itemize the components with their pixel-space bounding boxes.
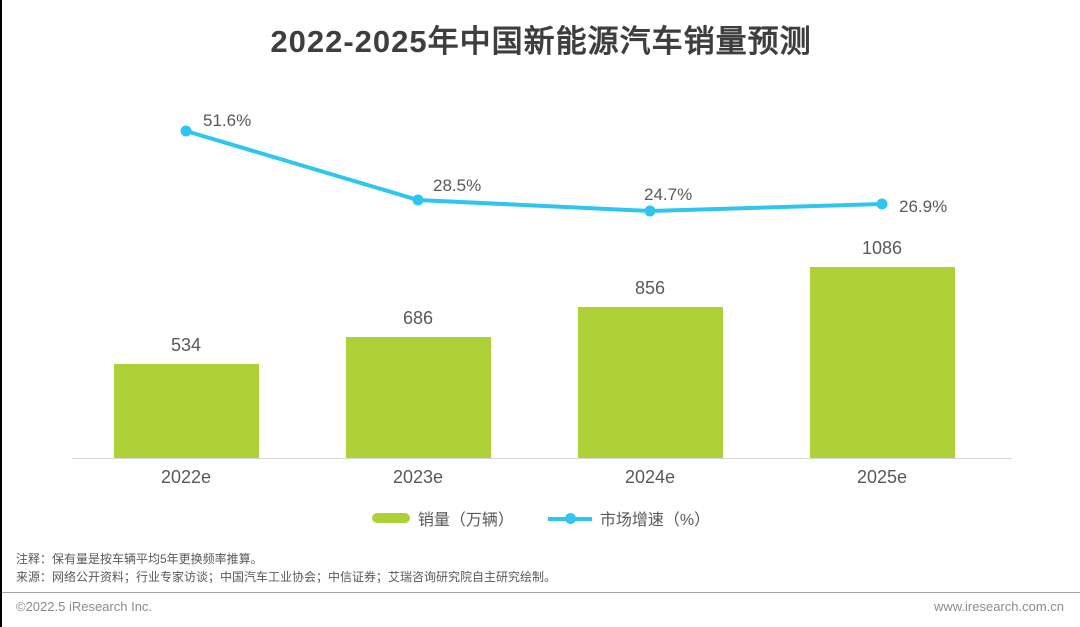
footer-copyright: ©2022.5 iResearch Inc. [16,599,153,614]
sales-value-label-2025e: 1086 [861,238,903,258]
growth-value-label-2023e: 28.5% [433,176,482,195]
x-axis-label-2023e: 2023e [392,467,444,487]
legend-sales-label: 销量（万辆） [417,512,514,529]
growth-line-swatch-icon [547,512,592,524]
footnote-note: 注释：保有量是按车辆平均5年更换频率推算。 [16,552,263,566]
footnote-source: 来源：网络公开资料；行业专家访谈；中国汽车工业协会；中信证券；艾瑞咨询研究院自主… [16,570,557,584]
footer-website: www.iresearch.com.cn [933,599,1064,614]
chart-legend: 销量（万辆） 市场增速（%） [2,506,1080,530]
page-title: 2022-2025年中国新能源汽车销量预测 [270,24,812,59]
legend-growth-label: 市场增速（%） [599,512,711,529]
sales-value-label-2024e: 856 [634,278,666,298]
x-axis-label-2025e: 2025e [856,467,908,487]
sales-value-label-2022e: 534 [170,335,202,355]
growth-point-2025e [876,198,888,210]
x-axis-label-2024e: 2024e [624,467,676,487]
growth-point-2024e [644,205,656,217]
x-axis-line [72,458,1012,459]
footer-separator [2,592,1080,593]
sales-bar-2022e [113,364,259,458]
growth-point-2023e [412,194,424,206]
growth-line-path [185,129,883,214]
sales-bar-2023e [345,337,491,458]
sales-value-label-2023e: 686 [402,308,434,328]
sales-bar-2025e [809,267,955,458]
growth-value-label-2024e: 24.7% [644,185,693,204]
sales-bar-swatch-icon [371,513,410,523]
growth-point-2022e [180,125,192,137]
growth-value-label-2025e: 26.9% [899,197,948,216]
legend-item-sales: 销量（万辆） [371,506,514,530]
growth-value-label-2022e: 51.6% [203,111,252,130]
x-axis-label-2022e: 2022e [160,467,212,487]
line-dot-icon [564,513,576,524]
legend-item-growth: 市场增速（%） [547,506,711,530]
sales-bar-2024e [577,307,723,458]
